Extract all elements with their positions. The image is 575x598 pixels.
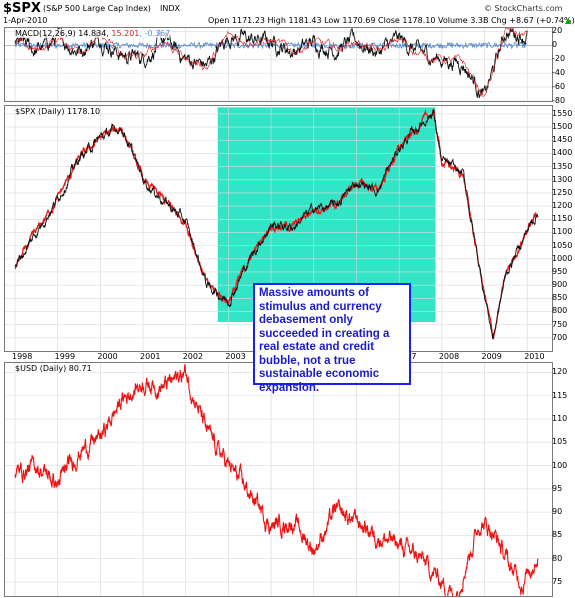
spx-tick-label: 850 bbox=[552, 293, 568, 303]
spx-tick-label: 1450 bbox=[552, 135, 573, 145]
spx-tick-label: 950 bbox=[552, 266, 568, 276]
spx-tick-label: 1100 bbox=[552, 227, 573, 237]
spx-tick-label: 1400 bbox=[552, 148, 573, 158]
x-tick-label: 2001 bbox=[140, 352, 161, 361]
spx-tick-label: 1500 bbox=[552, 122, 573, 132]
macd-hist-value: , -0.367 bbox=[139, 29, 171, 38]
macd-tick-label: -40 bbox=[552, 68, 566, 78]
usd-tick-label: 110 bbox=[552, 413, 568, 423]
macd-plot bbox=[5, 28, 552, 101]
x-tick-label: 1999 bbox=[54, 352, 76, 361]
usd-tick-label: 80 bbox=[552, 553, 563, 563]
macd-panel: MACD(12,26,9) 14.834, 15.201, -0.367 bbox=[4, 27, 553, 102]
usd-tick-label: 115 bbox=[552, 390, 568, 400]
spx-label: $SPX (Daily) 1178.10 bbox=[15, 107, 101, 116]
spx-tick-label: 1050 bbox=[552, 240, 573, 250]
macd-tick-label: -20 bbox=[552, 54, 566, 64]
usd-tick-label: 75 bbox=[552, 577, 563, 587]
spx-tick-label: 750 bbox=[552, 319, 568, 329]
x-tick-label: 1998 bbox=[12, 352, 33, 361]
spx-tick-label: 1150 bbox=[552, 214, 573, 224]
x-tick-label: 2003 bbox=[225, 352, 246, 361]
spx-tick-label: 1250 bbox=[552, 187, 573, 197]
x-tick-label: 2008 bbox=[438, 352, 460, 361]
spx-tick-label: 1550 bbox=[552, 108, 573, 118]
usd-tick-label: 95 bbox=[552, 483, 563, 493]
macd-signal-value: 15.201 bbox=[111, 29, 140, 38]
macd-label: MACD(12,26,9) 14.834, 15.201, -0.367 bbox=[15, 29, 171, 38]
x-tick-label: 2002 bbox=[182, 352, 204, 361]
symbol: $SPX bbox=[3, 1, 41, 16]
spx-tick-label: 1300 bbox=[552, 174, 573, 184]
usd-tick-label: 105 bbox=[552, 437, 568, 447]
spx-tick-label: 1200 bbox=[552, 201, 573, 211]
spx-line bbox=[14, 109, 539, 340]
macd-histogram bbox=[14, 41, 528, 50]
macd-tick-label: 20 bbox=[552, 26, 563, 36]
macd-label-text: MACD(12,26,9) 14.834, bbox=[15, 29, 112, 38]
spx-tick-label: 800 bbox=[552, 306, 568, 316]
symbol-description: (S&P 500 Large Cap Index) bbox=[43, 4, 151, 13]
change-arrow-icon: ▲ bbox=[565, 16, 572, 25]
usd-tick-label: 85 bbox=[552, 530, 563, 540]
annotation-box: Massive amounts of stimulus and currency… bbox=[253, 283, 411, 394]
usd-tick-label: 120 bbox=[552, 367, 568, 377]
quote-line: Open 1171.23 High 1181.43 Low 1170.69 Cl… bbox=[208, 16, 575, 25]
macd-tick-label: 0 bbox=[552, 40, 558, 50]
exchange: INDX bbox=[160, 4, 180, 13]
usd-line bbox=[14, 364, 539, 596]
usd-panel: $USD (Daily) 80.71 bbox=[4, 362, 553, 597]
macd-tick-label: -60 bbox=[552, 82, 566, 92]
spx-tick-label: 1000 bbox=[552, 253, 573, 263]
usd-tick-label: 100 bbox=[552, 460, 568, 470]
quote-date: 1-Apr-2010 bbox=[3, 16, 48, 25]
spx-tick-label: 1350 bbox=[552, 161, 573, 171]
spx-line-red bbox=[14, 108, 539, 340]
usd-label: $USD (Daily) 80.71 bbox=[15, 364, 92, 373]
usd-tick-label: 90 bbox=[552, 507, 563, 517]
x-tick-label: 2010 bbox=[524, 352, 545, 361]
grid bbox=[5, 363, 552, 596]
spx-tick-label: 700 bbox=[552, 332, 568, 342]
macd-tick-label: -80 bbox=[552, 96, 566, 105]
spx-tick-label: 900 bbox=[552, 280, 568, 290]
usd-plot bbox=[5, 363, 552, 596]
brand: © StockCharts.com bbox=[484, 4, 563, 13]
x-tick-label: 2009 bbox=[481, 352, 502, 361]
x-tick-label: 2000 bbox=[97, 352, 118, 361]
